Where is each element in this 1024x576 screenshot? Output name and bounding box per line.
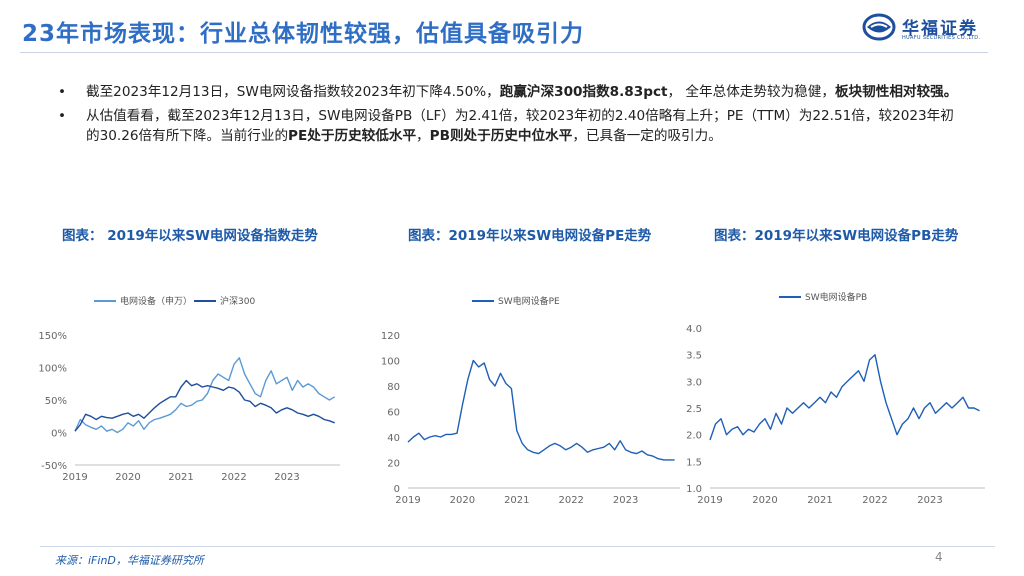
header-divider (20, 52, 988, 53)
y-tick-label: 100% (38, 364, 67, 375)
bullet-item: • 截至2023年12月13日，SW电网设备指数较2023年初下降4.50%，跑… (58, 82, 958, 102)
page-number: 4 (935, 550, 943, 564)
bullet-marker: • (58, 108, 67, 124)
y-tick-label: 3.0 (686, 377, 702, 388)
bullet-segment-bold: 跑赢沪深300指数8.83pct (499, 84, 668, 100)
x-tick-label: 2019 (395, 495, 420, 506)
bullet-segment-bold: PE处于历史较低水平 (288, 128, 417, 144)
brand-logo: 华福证券 HUAFU SECURITIES CO.,LTD. (862, 12, 992, 44)
x-tick-label: 2019 (62, 472, 87, 483)
series-line (74, 357, 336, 434)
x-tick-label: 2020 (450, 495, 475, 506)
series-line (407, 359, 675, 461)
x-tick-label: 2022 (558, 495, 583, 506)
source-note: 来源：iFinD，华福证券研究所 (55, 554, 204, 567)
x-tick-label: 2021 (504, 495, 529, 506)
y-tick-label: 2.0 (686, 431, 702, 442)
y-tick-label: -50% (41, 461, 67, 472)
series-line (709, 353, 980, 441)
x-tick-label: 2023 (613, 495, 638, 506)
y-tick-label: 4.0 (686, 324, 702, 335)
y-tick-label: 60 (387, 408, 400, 419)
bullet-segment-bold: PB则处于历史中位水平 (429, 128, 573, 144)
bullet-text: 从估值看看，截至2023年12月13日，SW电网设备PB（LF）为2.41倍，较… (86, 108, 954, 144)
page-title: 23年市场表现：行业总体韧性较强，估值具备吸引力 (22, 21, 585, 47)
y-tick-label: 150% (38, 331, 67, 342)
y-tick-label: 40 (387, 433, 400, 444)
legend-label: SW电网设备PE (498, 295, 560, 307)
chart-title-index: 图表： 2019年以来SW电网设备指数走势 (62, 228, 318, 244)
series-line (74, 379, 335, 432)
y-tick-label: 0% (51, 429, 67, 440)
x-tick-label: 2020 (752, 495, 777, 506)
bullet-marker: • (58, 84, 67, 100)
footer-divider (40, 546, 995, 547)
bullet-segment: ，已具备一定的吸引力。 (572, 128, 722, 144)
y-tick-label: 1.5 (686, 457, 702, 468)
bullet-item: • 从估值看看，截至2023年12月13日，SW电网设备PB（LF）为2.41倍… (58, 106, 958, 146)
x-tick-label: 2021 (807, 495, 832, 506)
logo-text: 华福证券 (902, 19, 978, 39)
bullet-segment: ， 全年总体走势较为稳健， (667, 84, 835, 100)
y-tick-label: 80 (387, 382, 400, 393)
bullet-segment: 截至2023年12月13日，SW电网设备指数较2023年初下降4.50%， (86, 84, 500, 100)
logo-subtext: HUAFU SECURITIES CO.,LTD. (902, 35, 981, 41)
x-tick-label: 2022 (862, 495, 887, 506)
logo-swirl-icon (862, 13, 896, 41)
legend-label: SW电网设备PB (805, 291, 867, 303)
chart-title-pe: 图表：2019年以来SW电网设备PE走势 (408, 228, 652, 244)
bullet-segment: ， (416, 128, 430, 144)
bullet-list: • 截至2023年12月13日，SW电网设备指数较2023年初下降4.50%，跑… (58, 82, 958, 150)
legend-label: 沪深300 (220, 295, 255, 307)
y-tick-label: 120 (381, 331, 400, 342)
bullet-segment-bold: 板块韧性相对较强。 (834, 84, 958, 100)
x-tick-label: 2020 (115, 472, 140, 483)
y-tick-label: 20 (387, 459, 400, 470)
y-tick-label: 1.0 (686, 484, 702, 495)
y-tick-label: 0 (394, 484, 400, 495)
x-tick-label: 2022 (221, 472, 246, 483)
x-tick-label: 2019 (697, 495, 722, 506)
bullet-segment: 从估值看看，截至2023年12月13日，SW电网设备PB（LF）为2.41倍，较… (86, 108, 954, 144)
y-tick-label: 2.5 (686, 404, 702, 415)
y-tick-label: 100 (381, 357, 400, 368)
x-tick-label: 2021 (168, 472, 193, 483)
chart-title-pb: 图表：2019年以来SW电网设备PB走势 (714, 228, 959, 244)
y-tick-label: 3.5 (686, 351, 702, 362)
bullet-text: 截至2023年12月13日，SW电网设备指数较2023年初下降4.50%，跑赢沪… (86, 84, 957, 100)
index-line-chart: 150% 100% 50% 0% -50%2019 2020 2021 2022 2023 电网设… (38, 295, 340, 483)
x-tick-label: 2023 (274, 472, 299, 483)
x-tick-label: 2023 (917, 495, 942, 506)
legend-label: 电网设备（申万） (120, 295, 192, 307)
y-tick-label: 50% (45, 396, 67, 407)
